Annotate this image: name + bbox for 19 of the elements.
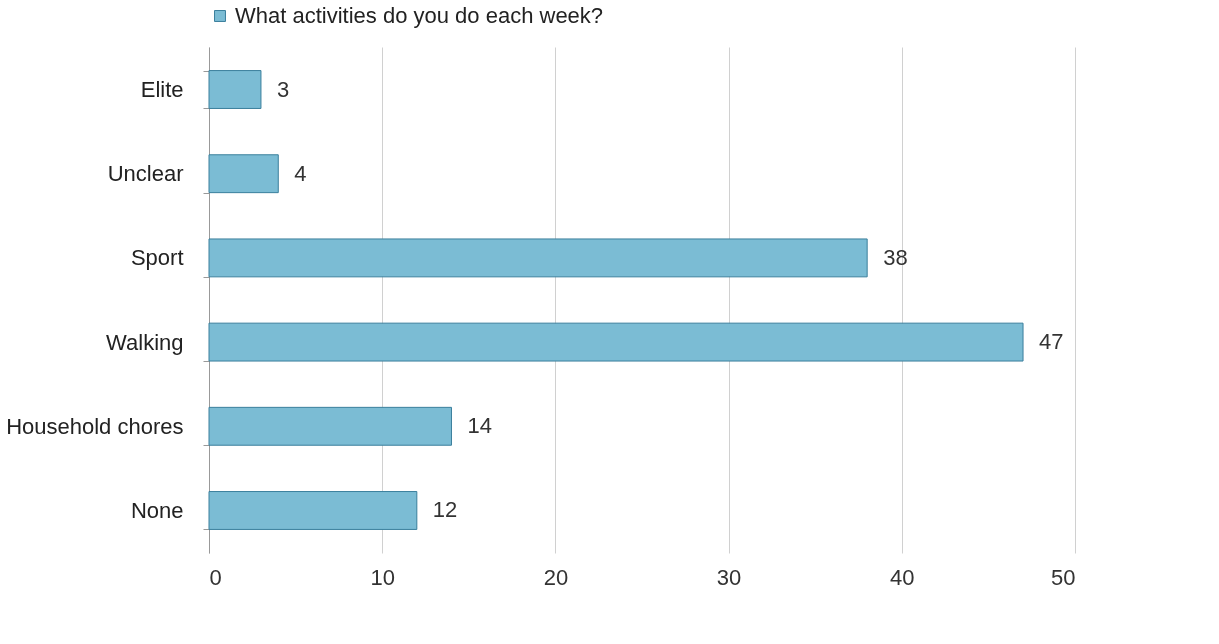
x-tick-label: 50 <box>1051 564 1076 590</box>
y-tick-label: None <box>130 497 184 523</box>
y-tick-label: Walking <box>106 329 184 355</box>
data-label: 38 <box>883 244 908 270</box>
data-label: 3 <box>276 76 290 102</box>
data-label: 47 <box>1039 329 1064 355</box>
y-tick-label: Elite <box>140 77 184 103</box>
x-tick-label: 0 <box>209 564 222 590</box>
x-tick-label: 40 <box>890 564 915 590</box>
data-label: 4 <box>294 160 307 186</box>
x-tick-label: 20 <box>543 564 569 590</box>
x-tick-label: 30 <box>716 564 742 590</box>
data-label: 14 <box>467 413 492 439</box>
y-tick-label: Household chores <box>6 413 184 439</box>
data-label: 12 <box>432 497 458 523</box>
x-tick-label: 10 <box>370 564 395 590</box>
y-tick-label: Sport <box>130 245 184 271</box>
y-tick-label: Unclear <box>107 161 184 187</box>
legend-label: What activities do you do each week? <box>235 3 604 28</box>
